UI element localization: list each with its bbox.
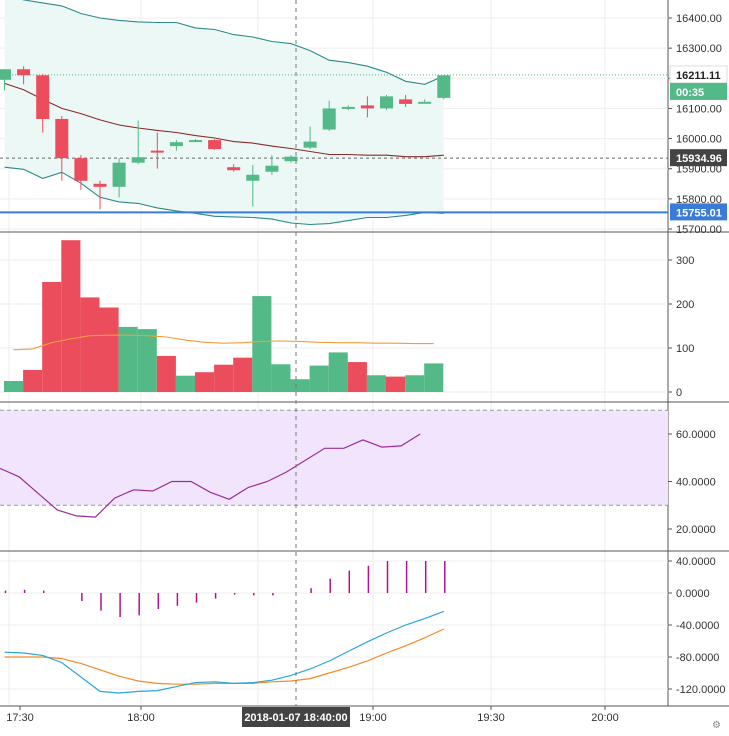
volume-bar[interactable] [309, 365, 329, 392]
macd-tick-label: 0.0000 [676, 588, 710, 600]
volume-bar[interactable] [290, 379, 310, 392]
volume-bar[interactable] [118, 326, 138, 392]
candle-down[interactable] [55, 118, 69, 159]
volume-bar[interactable] [366, 375, 386, 392]
macd-tick-label: -80.0000 [676, 652, 719, 664]
volume-bar[interactable] [214, 364, 234, 392]
macd-tick-label: -120.0000 [676, 684, 726, 696]
countdown-label-bg [670, 82, 727, 100]
price-tick-label: 15800.00 [676, 194, 722, 206]
volume-bar[interactable] [80, 297, 100, 392]
candle-up[interactable] [437, 75, 451, 98]
candle-down[interactable] [208, 140, 222, 150]
candle-up[interactable] [418, 101, 432, 104]
time-tick-label: 17:30 [6, 712, 34, 724]
candle-up[interactable] [341, 106, 355, 109]
volume-tick-label: 300 [676, 255, 694, 267]
volume-bar[interactable] [252, 296, 272, 392]
candle-up[interactable] [0, 69, 11, 80]
candle-up[interactable] [284, 156, 298, 162]
support-level-label-bg [670, 203, 727, 221]
volume-bar[interactable] [4, 381, 24, 392]
settings-icon: ⚙ [712, 720, 721, 731]
candle-up[interactable] [265, 165, 279, 172]
last-price-label: 16211.11 [670, 65, 727, 83]
candle-up[interactable] [380, 96, 393, 109]
price-tick-label: 15900.00 [676, 164, 722, 176]
volume-bar[interactable] [386, 376, 406, 392]
candle-up[interactable] [131, 157, 145, 163]
time-tick-label: 19:00 [359, 712, 387, 724]
price-tick-label: 16400.00 [676, 13, 722, 25]
macd-tick-label: 40.0000 [676, 556, 716, 568]
crosshair-time-label-text: 2018-01-07 18:40:00 [244, 712, 347, 724]
candle-down[interactable] [74, 158, 88, 181]
support-level-label-text: 15755.01 [676, 207, 722, 219]
dashed-level-label: 15934.96 [670, 149, 727, 167]
volume-bar[interactable] [156, 355, 176, 392]
candle-up[interactable] [322, 108, 336, 130]
volume-bar[interactable] [271, 364, 291, 392]
bollinger-basis-line [4, 82, 444, 158]
candle-down[interactable] [399, 99, 413, 104]
price-tick-label: 15700.00 [676, 224, 722, 236]
candle-down[interactable] [227, 167, 241, 171]
crosshair-time-label-bg [242, 707, 350, 727]
volume-bar[interactable] [61, 240, 81, 392]
volume-bar[interactable] [347, 362, 367, 392]
macd-signal-line [4, 628, 445, 685]
rsi-line [0, 433, 421, 518]
bollinger-upper-line [22, 0, 445, 85]
dashed-level-label-bg [670, 149, 727, 167]
volume-tick-label: 0 [676, 387, 682, 399]
dashed-level-label-text: 15934.96 [676, 153, 722, 165]
volume-bar[interactable] [42, 282, 62, 392]
countdown-label-text: 00:35 [676, 87, 704, 99]
candle-up[interactable] [303, 141, 317, 148]
volume-bar[interactable] [175, 375, 195, 392]
rsi-tick-label: 60.0000 [676, 429, 716, 441]
volume-bar[interactable] [424, 363, 444, 392]
bollinger-lower-line [4, 166, 444, 226]
volume-bar[interactable] [195, 372, 215, 392]
volume-bar[interactable] [23, 370, 43, 392]
volume-bar[interactable] [328, 352, 348, 392]
rsi-band-fill [0, 410, 668, 506]
candle-down[interactable] [150, 150, 164, 153]
volume-tick-label: 200 [676, 299, 694, 311]
candle-up[interactable] [189, 140, 202, 143]
crosshair-time-label: 2018-01-07 18:40:00 [242, 707, 350, 727]
last-price-label-bg [670, 65, 727, 83]
volume-bar[interactable] [137, 329, 157, 392]
candle-down[interactable] [93, 183, 107, 187]
volume-bar[interactable] [99, 307, 119, 392]
support-level-label: 15755.01 [670, 203, 727, 221]
volume-tick-label: 100 [676, 343, 694, 355]
price-tick-label: 16000.00 [676, 134, 722, 146]
macd-tick-label: -40.0000 [676, 620, 719, 632]
rsi-tick-label: 40.0000 [676, 477, 716, 489]
last-price-label-text: 16211.11 [676, 70, 721, 82]
price-tick-label: 16300.00 [676, 43, 722, 55]
candle-up[interactable] [112, 162, 126, 187]
time-tick-label: 19:30 [477, 712, 505, 724]
candle-up[interactable] [246, 174, 260, 181]
volume-bar[interactable] [405, 375, 425, 392]
time-tick-label: 20:00 [591, 712, 619, 724]
candle-down[interactable] [360, 105, 374, 109]
volume-bar[interactable] [233, 357, 253, 392]
time-tick-label: 18:00 [127, 712, 155, 724]
price-tick-label: 16100.00 [676, 103, 722, 115]
countdown-label: 00:35 [670, 82, 727, 100]
candle-down[interactable] [17, 69, 31, 76]
macd-line [4, 610, 445, 694]
candle-up[interactable] [169, 142, 183, 147]
candle-down[interactable] [36, 75, 50, 119]
volume-ma-line [13, 334, 434, 351]
rsi-tick-label: 20.0000 [676, 524, 716, 536]
